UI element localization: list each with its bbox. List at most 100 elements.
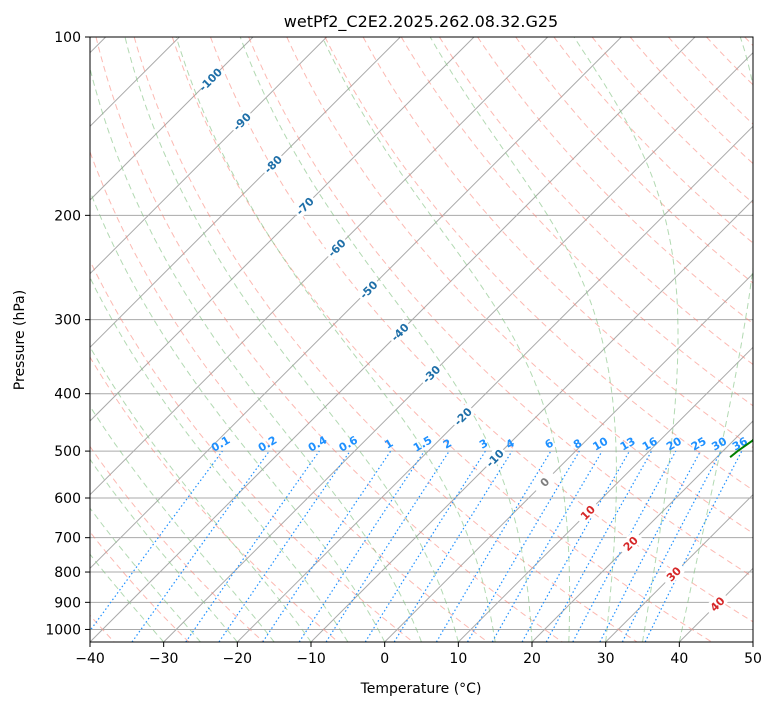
y-tick-label: 200: [54, 208, 81, 224]
mixing-ratio-line: [298, 450, 425, 642]
mixing-ratio-lines: [90, 450, 743, 642]
mixing-ratio-line: [435, 450, 552, 642]
x-tick-label: −40: [75, 651, 105, 667]
mixing-ratio-line: [393, 450, 513, 642]
moist-adiabat-line: [90, 405, 275, 642]
dry-adiabat-label-bg: [660, 560, 687, 587]
dry-adiabat-line: [324, 37, 753, 491]
moist-adiabat-line: [321, 37, 571, 642]
moist-adiabat-line: [90, 189, 386, 642]
y-tick-label: 400: [54, 387, 81, 403]
mixing-ratio-line: [599, 450, 702, 642]
mixing-ratio-line: [185, 450, 320, 642]
x-tick-label: −30: [149, 651, 179, 667]
moist-adiabat-line: [175, 37, 496, 642]
dry-adiabat-label-bg: [228, 108, 255, 135]
mixing-ratio-line: [131, 450, 270, 642]
mixing-ratio-line: [644, 450, 743, 642]
mixing-ratio-line: [364, 450, 486, 642]
isotherm-lines: [90, 37, 753, 642]
dry-adiabat-line: [744, 37, 753, 47]
mixing-ratio-label: 6: [543, 436, 556, 451]
y-tick-label: 700: [54, 531, 81, 547]
dry-adiabat-line: [553, 37, 753, 244]
plot-frame: [89, 36, 754, 643]
mixing-ratio-line: [545, 450, 653, 642]
x-tick-label: 20: [523, 651, 541, 667]
moist-adiabat-line: [90, 507, 201, 642]
x-tick-label: −20: [223, 651, 253, 667]
isotherm-line: [605, 493, 753, 642]
mixing-ratio-line: [262, 450, 392, 642]
moist-adiabat-line: [90, 458, 238, 642]
x-tick-label: −10: [296, 651, 326, 667]
dry-adiabat-line: [438, 37, 753, 366]
dry-adiabat-label-bg: [417, 360, 445, 388]
moist-adiabat-line: [678, 37, 753, 642]
y-tick-label: 300: [54, 313, 81, 329]
dry-adiabat-line: [400, 37, 753, 407]
x-tick-label: 40: [670, 651, 688, 667]
y-tick-label: 1000: [45, 622, 81, 638]
dry-adiabat-label-bg: [196, 66, 224, 93]
dry-adiabat-label-bg: [574, 499, 601, 526]
isotherm-line: [310, 199, 753, 642]
x-tick-label: 50: [744, 651, 762, 667]
y-tick-label: 900: [54, 595, 81, 611]
moist-adiabat-line: [124, 37, 459, 642]
moist-adiabat-line: [573, 37, 679, 642]
isotherm-line: [90, 37, 254, 201]
dry-adiabat-line: [90, 150, 488, 642]
isotherm-line: [90, 37, 401, 349]
dry-adiabat-line: [286, 37, 753, 534]
moist-adiabat-line: [429, 37, 617, 642]
temperature-line: [759, 37, 775, 457]
mixing-ratio-line: [90, 450, 223, 632]
dry-adiabat-line: [171, 37, 712, 642]
dry-adiabat-label-bg: [481, 444, 508, 471]
dry-adiabat-label-bg: [531, 468, 558, 495]
mixing-ratio-label: 4: [504, 436, 517, 451]
isotherm-line: [752, 641, 753, 642]
y-tick-label: 500: [54, 444, 81, 460]
dry-adiabat-label-bg: [259, 150, 286, 178]
dry-adiabat-label-bg: [449, 403, 476, 430]
dry-adiabat-line: [362, 37, 753, 449]
dry-adiabat-line: [668, 37, 753, 125]
dry-adiabat-line: [90, 356, 339, 642]
moist-adiabat-lines: [90, 37, 753, 642]
moist-adiabat-line: [90, 66, 422, 642]
y-tick-label: 100: [54, 30, 81, 46]
moist-adiabat-line: [90, 346, 312, 642]
isotherm-line: [90, 37, 549, 496]
dry-adiabat-line: [95, 37, 563, 642]
dry-adiabat-lines: [90, 37, 753, 642]
mixing-ratio-line: [466, 450, 580, 642]
moist-adiabat-line: [90, 553, 165, 642]
y-axis: 100 200 300 400 500 600 700 800 900 1000: [45, 30, 90, 638]
isotherm-line: [90, 37, 475, 422]
isotherm-line: [678, 567, 753, 642]
dry-adiabat-line: [248, 37, 753, 578]
dry-adiabat-label-bg: [355, 276, 382, 303]
chart-title: wetPf2_C2E2.2025.262.08.32.G25: [284, 12, 558, 32]
dry-adiabat-line: [706, 37, 753, 86]
isotherm-line: [384, 272, 753, 642]
x-axis: −40 −30 −20 −10 0 10 20 30 40 50: [75, 642, 762, 667]
dry-adiabat-line: [210, 37, 753, 623]
mixing-ratio-line: [521, 450, 631, 642]
dry-adiabat-line: [591, 37, 753, 204]
dry-adiabat-label-bg: [291, 192, 318, 219]
plot-area: -100-90-80-70-60-50-40-30-20-10010203040…: [90, 37, 775, 642]
mixing-ratio-line: [218, 450, 351, 642]
dry-adiabat-label-bg: [703, 590, 731, 617]
dry-adiabat-label-bg: [617, 530, 644, 557]
x-tick-label: 0: [380, 651, 389, 667]
x-tick-label: 30: [597, 651, 615, 667]
y-axis-label: Pressure (hPa): [12, 290, 28, 390]
dry-adiabat-label-bg: [323, 234, 350, 261]
isotherm-line: [90, 37, 622, 570]
y-tick-label: 600: [54, 491, 81, 507]
